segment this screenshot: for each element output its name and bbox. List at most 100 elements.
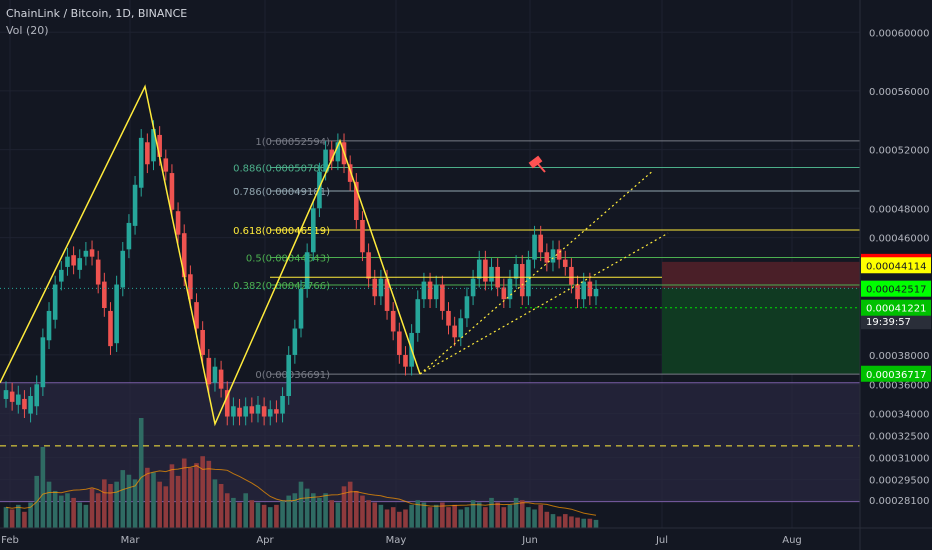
volume-bar <box>280 500 285 528</box>
volume-bar <box>237 502 242 528</box>
price-tag <box>861 299 931 316</box>
volume-bar <box>83 504 89 528</box>
time-axis[interactable]: Feb Mar Apr May Jun Jul Aug <box>0 527 932 546</box>
candle-body <box>151 129 156 162</box>
candle-body <box>483 259 488 282</box>
candle-body <box>292 328 298 355</box>
candle-body <box>46 310 52 341</box>
candle-body <box>175 211 181 235</box>
volume-bar <box>507 504 513 528</box>
price-tag-label: 19:39:57 <box>866 317 911 328</box>
volume-bar <box>298 481 304 528</box>
drawings[interactable] <box>0 84 860 447</box>
candle-body <box>224 390 230 417</box>
candle-body <box>501 287 507 300</box>
candle-body <box>71 255 76 266</box>
volume-bar <box>458 509 464 528</box>
rising-trend-line <box>419 171 653 375</box>
candle-body <box>378 278 384 297</box>
candle-body <box>249 406 255 414</box>
candle-body <box>476 259 482 279</box>
candle-body <box>157 134 162 157</box>
volume-bar <box>89 488 95 528</box>
volume-bar <box>175 475 181 528</box>
candle-body <box>354 181 359 220</box>
volume-bar <box>538 504 543 528</box>
volume-bar <box>489 497 494 528</box>
volume-bar <box>46 481 52 528</box>
volume-bar <box>433 504 439 528</box>
candle-body <box>538 234 543 253</box>
candle-body <box>384 278 390 311</box>
fib-label: 0.786(0.00049181) <box>233 187 330 198</box>
volume-bar <box>102 479 107 528</box>
candle-body <box>513 264 519 279</box>
candle-body <box>237 407 242 417</box>
candle-body <box>89 249 95 257</box>
volume-bar <box>138 418 144 528</box>
symbol-title: ChainLink / Bitcoin, 1D, BINANCE <box>6 7 188 20</box>
volume-bar <box>372 502 378 528</box>
volume-bar <box>397 511 402 528</box>
candle-body <box>267 409 273 417</box>
candle-body <box>243 406 248 417</box>
candle-body <box>286 354 292 396</box>
volume-bar <box>194 463 199 528</box>
time-tick-label: Jun <box>521 535 538 546</box>
volume-bar <box>206 460 212 528</box>
volume-bar <box>163 486 169 528</box>
volume-bar <box>274 504 279 528</box>
candle-body <box>569 266 574 285</box>
price-tag <box>861 280 931 297</box>
volume-bar <box>22 511 27 528</box>
volume-bar <box>452 504 457 528</box>
price-tick-label: 0.00028100 <box>869 496 929 507</box>
volume-bar <box>446 507 451 528</box>
candle-body <box>464 296 470 319</box>
candle-body <box>218 369 224 389</box>
candle-body <box>329 149 335 162</box>
time-tick-label: Aug <box>782 535 802 546</box>
price-tick-label: 0.00036000 <box>869 380 929 391</box>
candle-body <box>562 259 568 267</box>
volume-bar <box>403 509 408 528</box>
candle-body <box>102 281 107 308</box>
volume-bar <box>65 493 70 528</box>
candle-body <box>489 266 494 282</box>
fib-label: 0.618(0.00046519) <box>233 226 330 237</box>
volume-bar <box>556 516 562 528</box>
volume-bar <box>513 497 519 528</box>
price-tag <box>861 313 931 330</box>
volume-bar <box>126 474 132 528</box>
volume-bar <box>77 502 83 528</box>
volume-bar <box>440 502 445 528</box>
price-tick-label: 0.00056000 <box>869 87 929 98</box>
candle-body <box>470 278 476 297</box>
volume-bar <box>255 502 261 528</box>
volume-bar <box>218 484 224 528</box>
candle-body <box>372 278 378 297</box>
volume-bars <box>3 418 599 528</box>
volume-bar <box>181 458 187 528</box>
volume-bar <box>354 490 359 528</box>
candle-body <box>132 184 138 226</box>
volume-bar <box>415 500 421 528</box>
volume-bar <box>390 507 396 528</box>
price-tick-label: 0.00034000 <box>869 410 929 421</box>
take-profit-zone <box>662 288 860 374</box>
volume-bar <box>304 488 310 528</box>
volume-bar <box>427 507 433 528</box>
price-tick-label: 0.00052000 <box>869 146 929 157</box>
price-axis[interactable]: 0.00060000 0.00056000 0.00052000 0.00048000… <box>859 0 931 550</box>
volume-bar <box>317 497 322 528</box>
price-tag-label: 0.00041221 <box>866 304 926 315</box>
volume-bar <box>120 470 126 528</box>
candle-body <box>65 256 70 267</box>
volume-bar <box>286 495 292 528</box>
candle-body <box>120 250 126 288</box>
candle-body <box>40 337 46 388</box>
candle-body <box>397 331 402 355</box>
time-tick-label: Mar <box>121 535 141 546</box>
